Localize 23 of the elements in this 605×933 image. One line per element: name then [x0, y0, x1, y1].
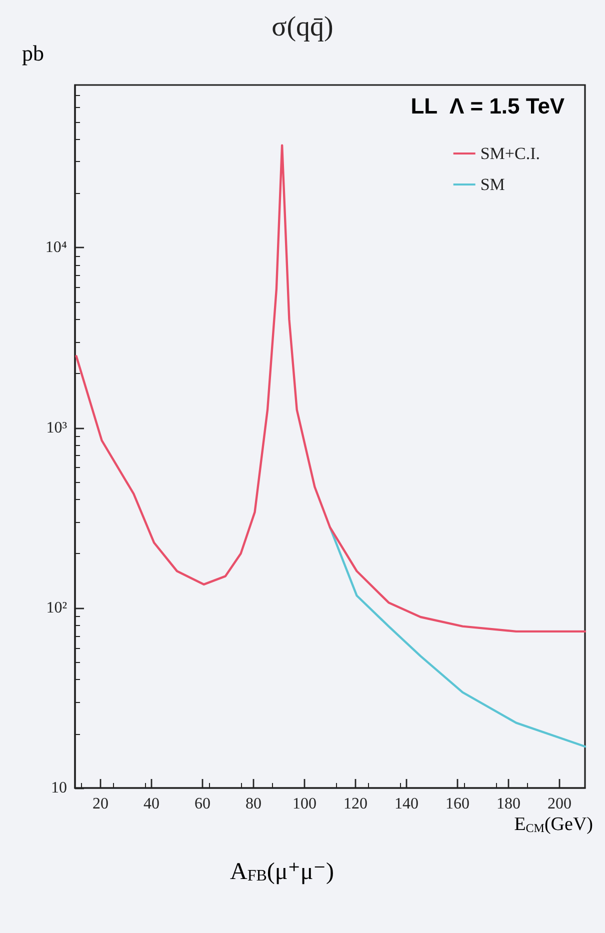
- line-series: [75, 144, 586, 633]
- y-axis-title: pb: [22, 40, 44, 66]
- x-tick-label: 60: [194, 796, 210, 812]
- chart-title: σ(qq̄): [272, 12, 334, 42]
- y-tick-label: 10: [51, 780, 67, 796]
- x-tick-label: 40: [144, 796, 160, 812]
- x-tick-label: 180: [496, 796, 520, 812]
- x-tick-label: 140: [394, 796, 418, 812]
- annotation: LL Λ = 1.5 TeV: [410, 94, 565, 118]
- line-series: [328, 526, 586, 748]
- x-axis-title: ECM(GeV): [514, 814, 593, 835]
- x-tick-label: 80: [246, 796, 262, 812]
- legend-label: SM+C.I.: [480, 144, 540, 163]
- text: AFB(μ⁺μ⁻): [230, 859, 334, 885]
- y-tick-label: 10²: [46, 599, 68, 616]
- x-tick-label: 160: [446, 796, 470, 812]
- x-tick-label: 20: [92, 796, 108, 812]
- y-tick-label: 10³: [46, 419, 68, 436]
- legend-label: SM: [480, 175, 505, 194]
- x-tick-label: 120: [344, 796, 368, 812]
- x-tick-label: 100: [292, 796, 316, 812]
- y-tick-label: 10⁴: [45, 239, 68, 256]
- x-tick-label: 200: [548, 796, 572, 812]
